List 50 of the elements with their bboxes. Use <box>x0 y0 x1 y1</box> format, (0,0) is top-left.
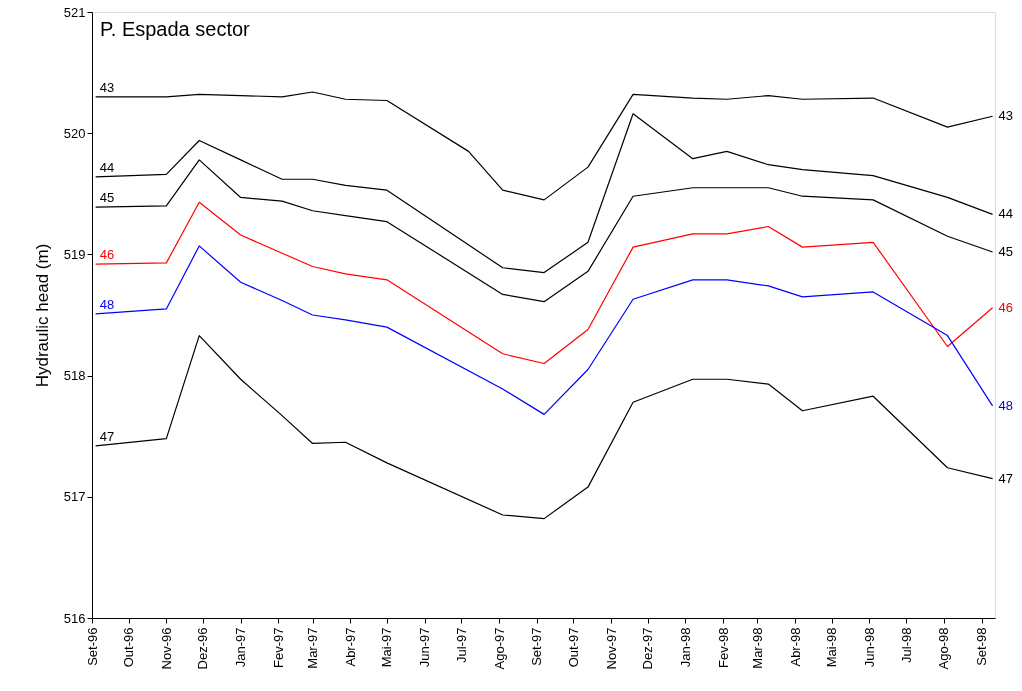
x-tick-label: Out-97 <box>565 627 581 668</box>
x-tick-label: Abr-97 <box>342 627 358 667</box>
y-tick-label: 521 <box>63 4 86 20</box>
x-tick-label: Set-97 <box>529 627 545 666</box>
x-tick-label: Fev-98 <box>715 627 731 668</box>
x-tick-label: Dez-96 <box>195 627 211 670</box>
y-tick-label: 519 <box>63 246 86 262</box>
chart-title: P. Espada sector <box>100 18 251 40</box>
series-label: 46 <box>99 247 115 263</box>
text: 43 <box>998 108 1014 124</box>
line-series <box>95 113 994 274</box>
x-tick-label: Mar-98 <box>749 627 765 669</box>
x-tick-label: Jun-98 <box>861 627 877 668</box>
x-tick-label: Set-96 <box>84 627 100 666</box>
text: 48 <box>998 397 1014 413</box>
x-tick-label: Abr-98 <box>787 627 803 667</box>
x-tick-label: Dez-97 <box>640 627 656 670</box>
y-tick-label: 516 <box>63 610 86 626</box>
series-label: 48 <box>99 296 115 312</box>
text: 44 <box>998 206 1014 222</box>
text: 46 <box>998 299 1014 315</box>
x-tick-label: Out-96 <box>121 627 137 668</box>
x-tick-label: Nov-97 <box>603 627 619 670</box>
x-tick-label: Mai-98 <box>824 627 840 668</box>
line-series <box>95 245 994 415</box>
x-tick-label: Nov-96 <box>158 627 174 670</box>
x-tick-label: Ago-98 <box>936 627 952 670</box>
line-series <box>95 335 994 520</box>
x-tick-label: Ago-97 <box>491 627 507 670</box>
x-tick-label: Jan-97 <box>233 627 249 668</box>
y-tick-label: 517 <box>63 489 86 505</box>
x-tick-label: Jan-98 <box>677 627 693 668</box>
y-tick-label: 520 <box>63 125 86 141</box>
series-label: 47 <box>99 428 115 444</box>
series-label: 44 <box>99 159 115 175</box>
text: 47 <box>998 470 1014 486</box>
x-tick-label: Jul-98 <box>898 627 914 663</box>
x-tick-label: Jun-97 <box>417 627 433 668</box>
text: 45 <box>998 243 1014 259</box>
line-series <box>95 201 994 365</box>
series-label: 43 <box>99 79 115 95</box>
x-tick-label: Jul-97 <box>453 627 469 663</box>
y-tick-label: 518 <box>63 368 86 384</box>
y-axis-title: Hydraulic head (m) <box>32 243 52 388</box>
x-tick-label: Set-98 <box>974 627 990 666</box>
line-series <box>95 91 994 201</box>
x-tick-label: Mai-97 <box>379 627 395 668</box>
x-tick-label: Mar-97 <box>305 627 321 669</box>
series-label: 45 <box>99 190 115 206</box>
x-tick-label: Fev-97 <box>270 627 286 668</box>
